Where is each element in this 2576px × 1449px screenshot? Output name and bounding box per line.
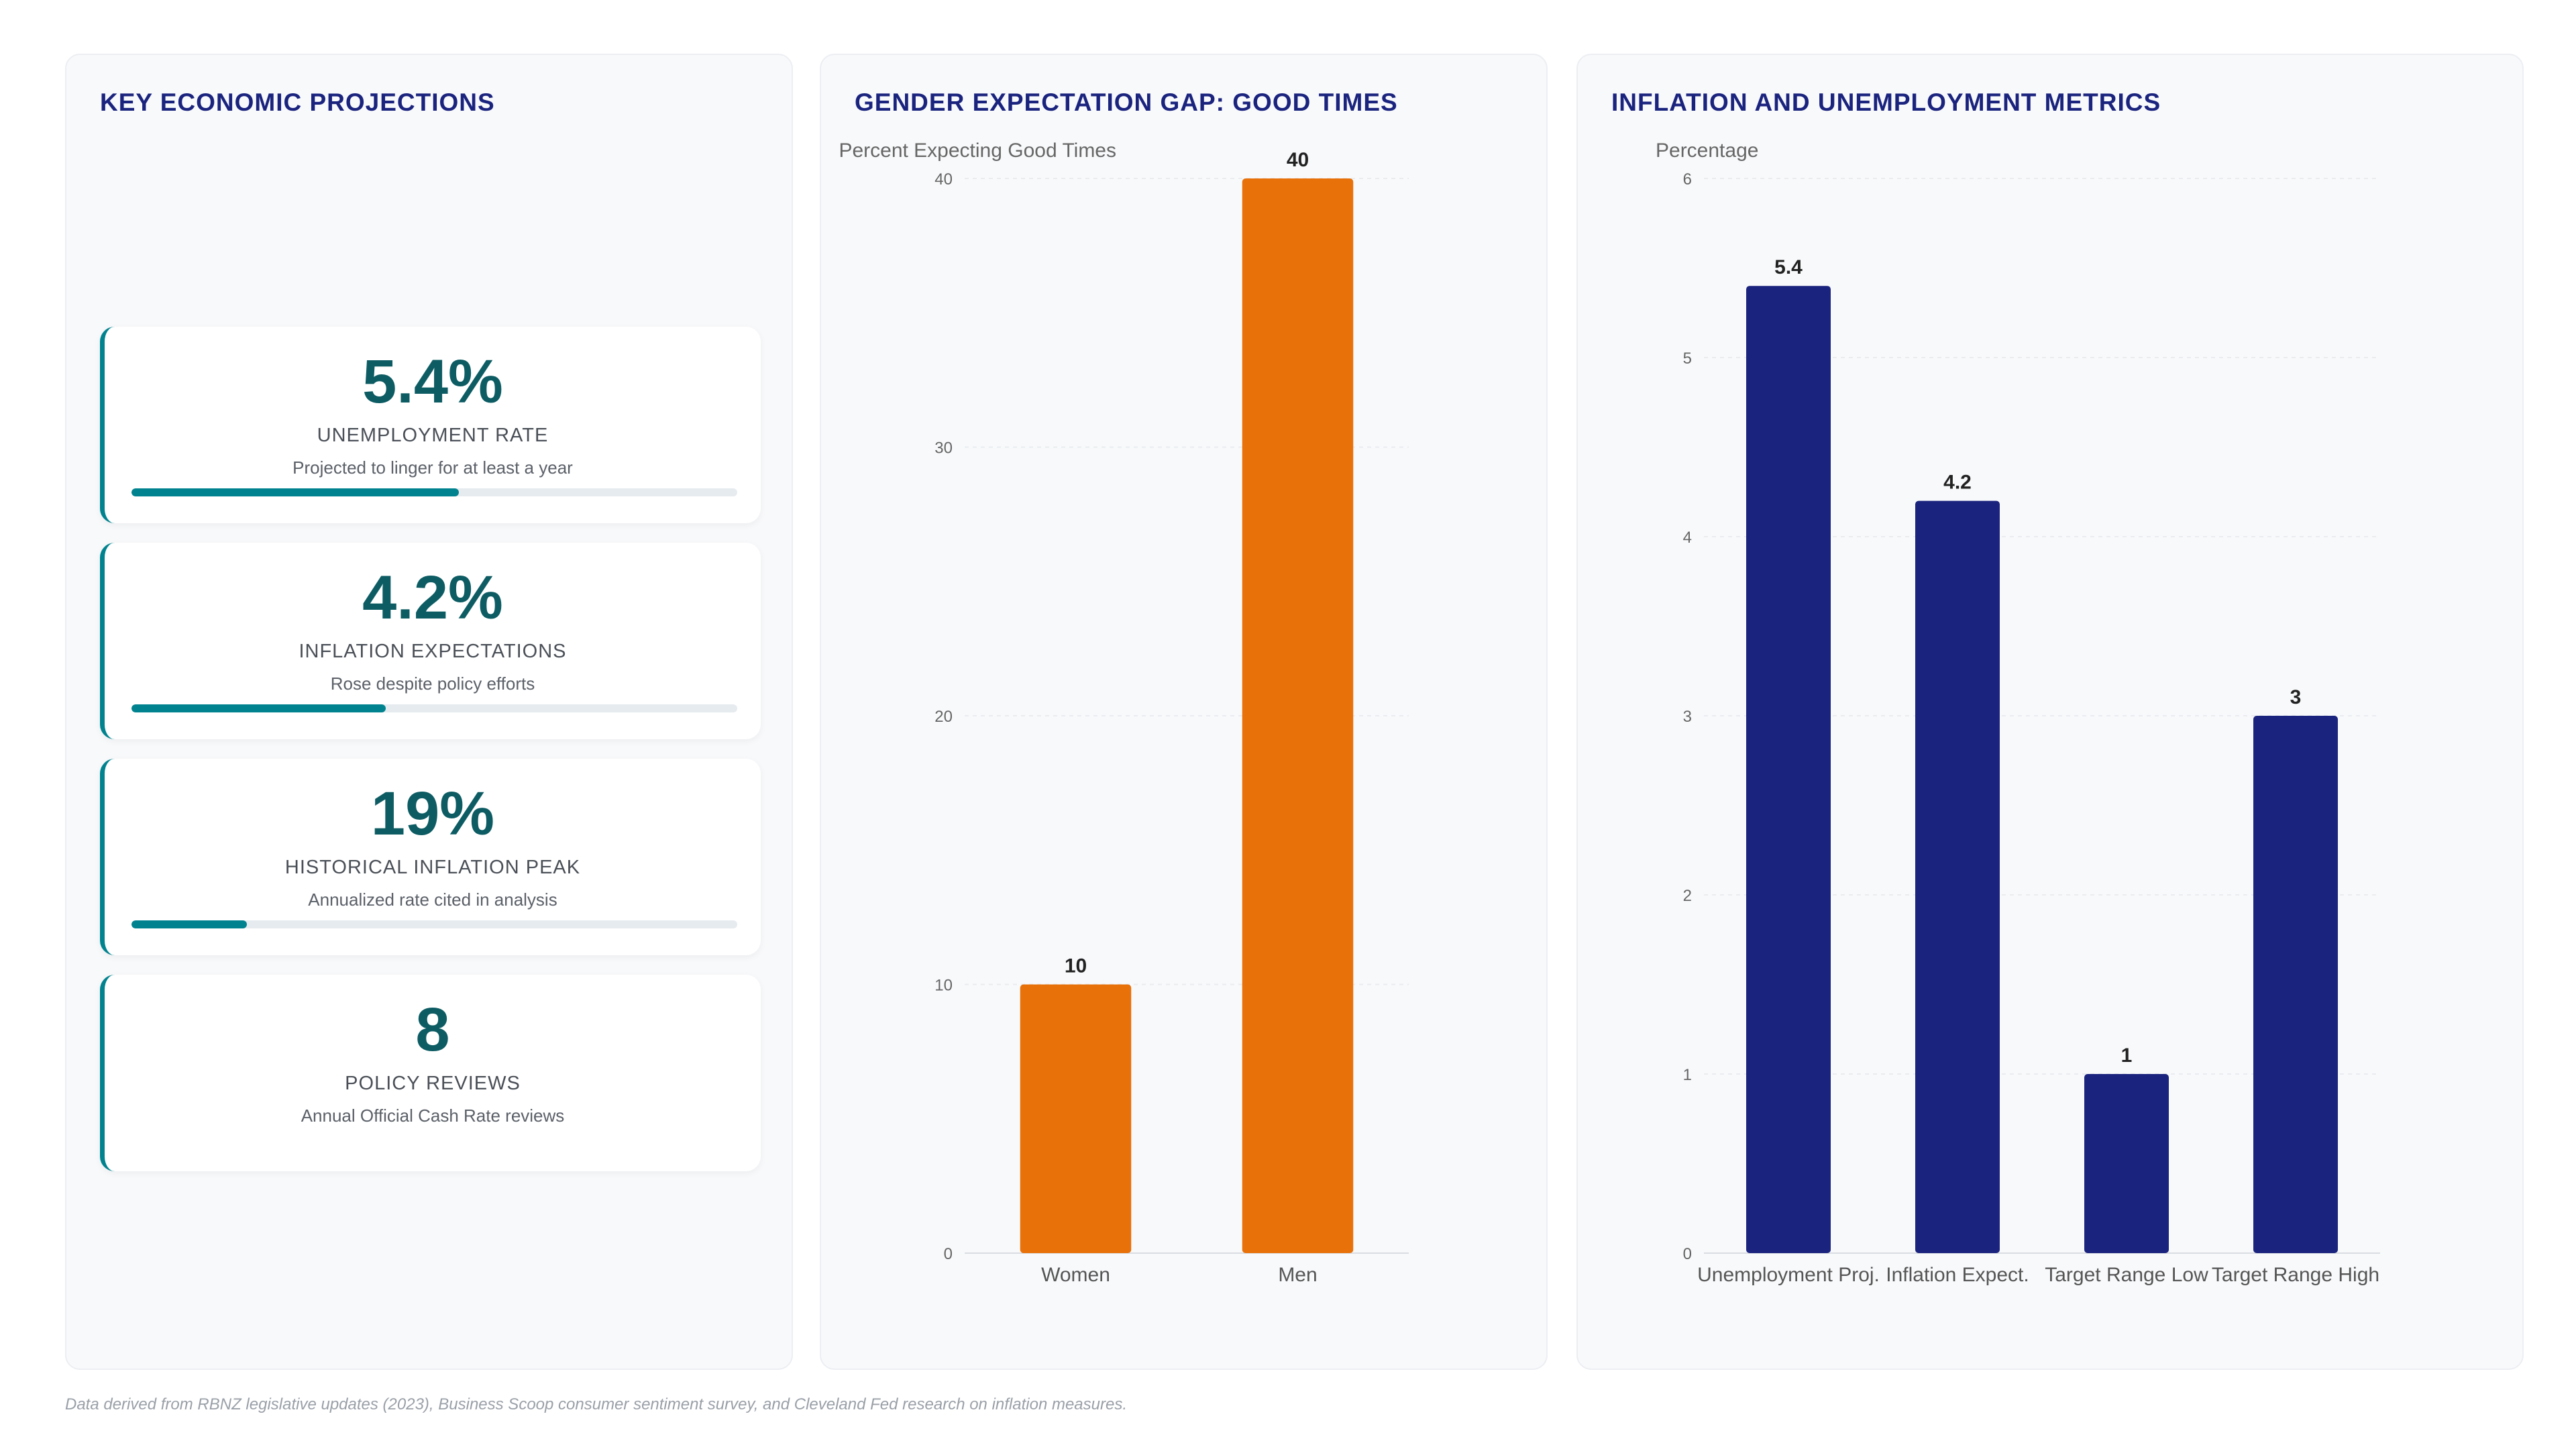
y-tick-label: 30 (934, 439, 953, 458)
metrics-chart-panel: INFLATION AND UNEMPLOYMENT METRICS Perce… (1576, 54, 2524, 1370)
y-tick-label: 4 (1683, 529, 1692, 547)
y-tick-label: 40 (934, 170, 953, 189)
kpi-panel: KEY ECONOMIC PROJECTIONS 5.4% UNEMPLOYME… (65, 54, 793, 1370)
y-tick-label: 0 (1683, 1245, 1692, 1263)
y-tick-label: 10 (934, 977, 953, 995)
kpi-progress-fill (131, 488, 459, 496)
kpi-card-policy-reviews: 8 POLICY REVIEWS Annual Official Cash Ra… (100, 975, 761, 1171)
gender-bar-chart: Percent Expecting Good Times 0 10 20 30 40 10 W… (839, 140, 1409, 1286)
data-label: 4.2 (1943, 472, 1972, 494)
y-tick-label: 1 (1683, 1066, 1692, 1084)
bar (1020, 984, 1132, 1253)
kpi-subtitle: Rose despite policy efforts (330, 674, 535, 694)
y-tick-label: 20 (934, 708, 953, 726)
y-tick-label: 0 (944, 1245, 953, 1263)
gender-chart-panel: GENDER EXPECTATION GAP: GOOD TIMES Perce… (820, 54, 1548, 1370)
kpi-label: HISTORICAL INFLATION PEAK (284, 857, 581, 878)
data-label: 10 (1065, 955, 1087, 977)
chart-title: INFLATION AND UNEMPLOYMENT METRICS (1611, 89, 2161, 116)
kpi-card-unemployment: 5.4% UNEMPLOYMENT RATE Projected to ling… (100, 327, 761, 523)
kpi-value: 4.2% (362, 564, 503, 632)
x-tick-label: Men (1278, 1264, 1317, 1286)
kpi-subtitle: Annualized rate cited in analysis (308, 890, 557, 910)
data-label: 1 (2121, 1044, 2133, 1067)
x-tick-label: Inflation Expect. (1886, 1264, 2029, 1286)
bar (1242, 178, 1354, 1253)
x-tick-label: Target Range High (2212, 1264, 2379, 1286)
kpi-card-inflation-expectations: 4.2% INFLATION EXPECTATIONS Rose despite… (100, 543, 761, 739)
x-tick-label: Women (1041, 1264, 1110, 1286)
x-tick-label: Unemployment Proj. (1697, 1264, 1880, 1286)
y-tick-label: 3 (1683, 708, 1692, 726)
bar (1746, 286, 1831, 1254)
kpi-card-historical-peak: 19% HISTORICAL INFLATION PEAK Annualized… (100, 759, 761, 955)
data-label: 3 (2290, 686, 2302, 708)
kpi-value: 5.4% (362, 347, 503, 416)
bar (2253, 716, 2338, 1253)
kpi-subtitle: Projected to linger for at least a year (292, 458, 573, 478)
kpi-value: 19% (370, 780, 495, 848)
kpi-progress-fill (131, 704, 386, 712)
kpi-value: 8 (415, 996, 450, 1064)
kpi-label: UNEMPLOYMENT RATE (317, 425, 549, 446)
kpi-label: POLICY REVIEWS (345, 1073, 521, 1094)
x-tick-label: Target Range Low (2045, 1264, 2208, 1286)
y-axis-label: Percent Expecting Good Times (839, 140, 1116, 162)
kpi-subtitle: Annual Official Cash Rate reviews (301, 1106, 565, 1126)
y-tick-label: 5 (1683, 350, 1692, 368)
kpi-progress-fill (131, 920, 247, 928)
kpi-progress-track (131, 488, 737, 496)
bar (2084, 1074, 2169, 1253)
kpi-label: INFLATION EXPECTATIONS (299, 641, 567, 662)
kpi-progress-track (131, 920, 737, 928)
footer-source-note: Data derived from RBNZ legislative updat… (65, 1395, 1128, 1413)
kpi-panel-title: KEY ECONOMIC PROJECTIONS (100, 89, 495, 116)
y-tick-label: 6 (1683, 170, 1692, 189)
data-label: 5.4 (1774, 256, 1803, 278)
y-axis-label: Percentage (1656, 140, 1758, 162)
data-label: 40 (1287, 149, 1309, 171)
bar (1915, 500, 2000, 1253)
y-tick-label: 2 (1683, 887, 1692, 905)
chart-title: GENDER EXPECTATION GAP: GOOD TIMES (855, 89, 1398, 116)
kpi-progress-track (131, 704, 737, 712)
metrics-bar-chart: Percentage 0 1 2 3 4 5 6 5.4 Unemployment Proj. 4.… (1656, 140, 2380, 1286)
